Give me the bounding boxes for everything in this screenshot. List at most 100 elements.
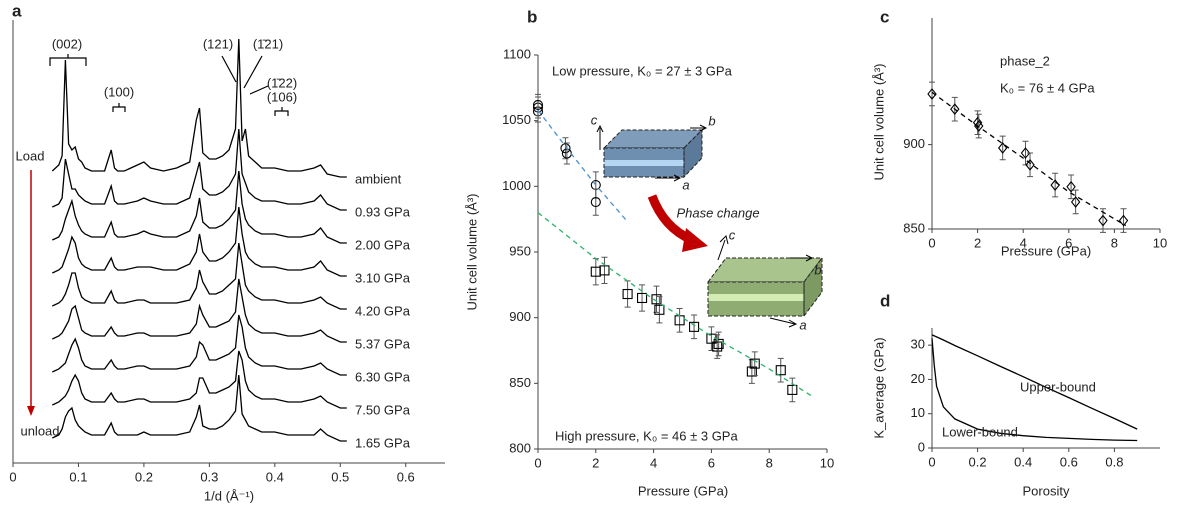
error-bar [999, 135, 1006, 161]
series-label: 7.50 GPa [355, 402, 411, 417]
annotation: High pressure, K₀ = 46 ± 3 GPa [555, 428, 738, 443]
error-bar [563, 142, 570, 165]
x-tick-label: 0.2 [135, 469, 153, 484]
arrow [249, 85, 269, 95]
error-bar [562, 137, 569, 160]
annotation: (100) [104, 84, 134, 99]
marker [599, 265, 610, 276]
y-tick-label: 20 [911, 371, 925, 386]
annotation: b [814, 262, 821, 277]
error-bar [656, 296, 663, 324]
x-tick-label: 0.1 [69, 469, 87, 484]
annotation: (106) [267, 89, 297, 104]
marker [972, 116, 983, 129]
panel-label: d [880, 291, 890, 310]
y-tick-label: 900 [903, 136, 925, 151]
x-axis-label: Pressure (GPa) [1001, 243, 1091, 258]
error-bar [535, 93, 541, 116]
marker [636, 292, 648, 304]
x-tick-label: 0.4 [1014, 454, 1032, 469]
series-label: Upper-bound [1020, 379, 1096, 394]
crystal-side [683, 128, 703, 179]
y-tick-label: 1000 [502, 178, 531, 193]
crystal-low [596, 124, 708, 182]
error-bar [1068, 174, 1075, 200]
x-tick-label: 8 [1111, 235, 1118, 250]
x-tick-label: 10 [1153, 235, 1167, 250]
arrow-head [682, 228, 708, 252]
x-tick-label: 0.3 [200, 469, 218, 484]
annotation: K₀ = 76 ± 4 GPa [1000, 80, 1095, 95]
series-label: 4.20 GPa [355, 303, 411, 318]
crystal-face [707, 257, 823, 283]
panel-label: c [880, 7, 889, 26]
y-tick-label: 1100 [503, 46, 531, 61]
error-bar [592, 258, 599, 286]
x-tick-label: 0 [928, 454, 935, 469]
x-axis-label: 1/d (Å⁻¹) [204, 488, 254, 503]
marker [689, 321, 700, 332]
series-label: 2.00 GPa [355, 237, 411, 252]
marker [622, 288, 633, 300]
data-line [52, 314, 347, 376]
annotation: (1̄21) [253, 36, 283, 51]
fit-line [931, 91, 1127, 227]
x-tick-label: 0.6 [397, 469, 415, 484]
series-label: 5.37 GPa [355, 336, 411, 351]
x-tick-label: 4 [650, 455, 657, 470]
x-tick-label: 2 [974, 235, 981, 250]
x-tick-label: 10 [820, 455, 834, 470]
bracket [49, 54, 87, 66]
arrow [243, 55, 263, 89]
crystal-outline [707, 281, 805, 317]
marker [560, 143, 571, 154]
x-tick-label: 0.2 [969, 454, 987, 469]
error-bar [676, 307, 683, 333]
marker [1066, 180, 1076, 193]
error-bar [1052, 172, 1059, 198]
x-tick-label: 8 [766, 455, 773, 470]
crystal-side [803, 256, 823, 318]
error-bar [639, 284, 646, 312]
error-bar [601, 256, 608, 285]
crystal-slab [708, 282, 804, 294]
marker [532, 99, 544, 110]
series-label: 0.93 GPa [355, 204, 411, 219]
marker [746, 366, 757, 377]
y-tick-label: 850 [903, 220, 925, 235]
peak-markers [49, 54, 289, 116]
crystal-outline [603, 147, 685, 178]
crystal-high [707, 235, 823, 328]
arrow [221, 55, 237, 83]
x-axis-label: Pressure (GPa) [638, 483, 728, 498]
data-line [931, 338, 1138, 442]
annotation: c [729, 227, 736, 242]
marker [950, 103, 960, 116]
y-tick-label: 1050 [502, 112, 531, 127]
marker [927, 88, 937, 100]
panel-label: b [527, 7, 537, 26]
annotation: unload [20, 423, 59, 438]
crystal-slab [604, 166, 684, 177]
error-bar [624, 280, 631, 308]
bracket [112, 103, 126, 112]
panel-label: a [12, 1, 22, 20]
annotation: a [682, 177, 689, 192]
marker [1118, 214, 1129, 227]
x-axis-label: Porosity [1023, 483, 1070, 498]
y-axis-label: K_average (GPa) [871, 337, 886, 438]
crystal-slab [604, 148, 684, 160]
y-tick-label: 850 [509, 375, 531, 390]
fit-line [537, 109, 629, 223]
x-tick-label: 0.8 [1105, 454, 1123, 469]
x-tick-label: 0.5 [331, 469, 349, 484]
annotation: Load [16, 148, 45, 163]
error-bar [592, 188, 599, 216]
marker [712, 341, 723, 352]
error-bar [789, 377, 796, 403]
marker [654, 304, 665, 315]
data-line [52, 128, 347, 211]
x-tick-label: 0.4 [266, 469, 284, 484]
